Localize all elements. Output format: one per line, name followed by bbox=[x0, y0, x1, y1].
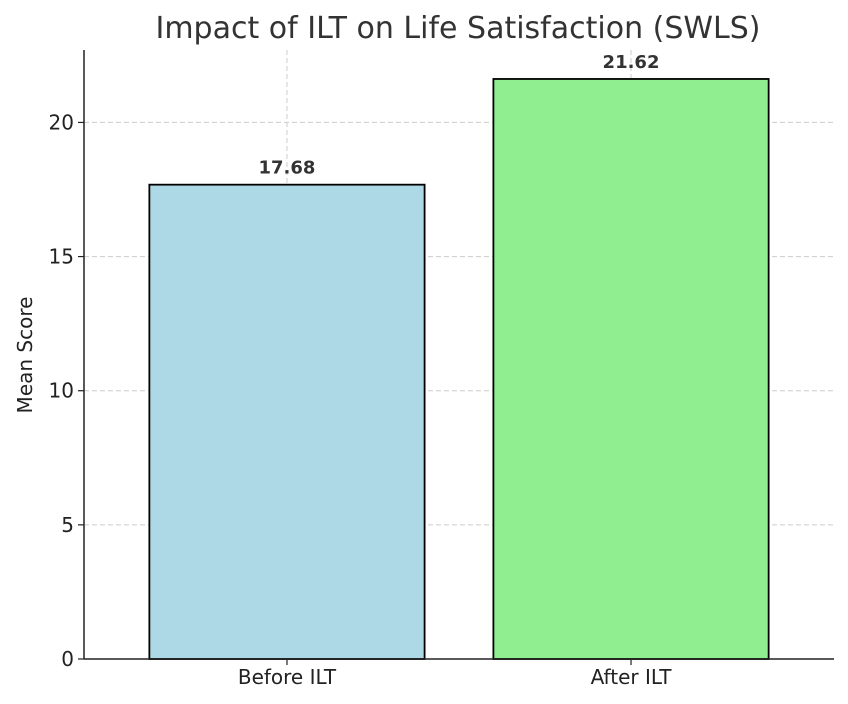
chart-title: Impact of ILT on Life Satisfaction (SWLS… bbox=[155, 11, 760, 46]
bars bbox=[148, 78, 770, 660]
y-tick-label: 10 bbox=[49, 379, 74, 403]
x-tick-label: Before ILT bbox=[238, 665, 337, 689]
x-tick-label: After ILT bbox=[591, 665, 673, 689]
data-label: 17.68 bbox=[259, 158, 316, 179]
y-tick-label: 0 bbox=[61, 647, 74, 671]
bar-after-ilt bbox=[492, 78, 770, 660]
axes: 0 5 10 15 20 Before ILT After ILT bbox=[49, 50, 834, 689]
y-tick-label: 5 bbox=[61, 513, 74, 537]
y-tick-label: 20 bbox=[49, 110, 74, 134]
data-label: 21.62 bbox=[603, 52, 660, 73]
data-labels: 17.68 21.62 bbox=[259, 52, 660, 179]
y-tick-label: 15 bbox=[49, 245, 74, 269]
bar-before-ilt bbox=[148, 183, 426, 660]
y-axis-label: Mean Score bbox=[13, 297, 37, 414]
